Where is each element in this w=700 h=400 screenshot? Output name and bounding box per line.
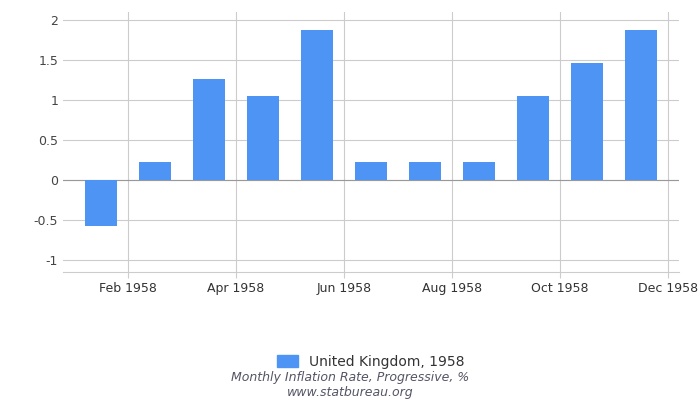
Bar [517, 96, 550, 180]
Bar [301, 30, 333, 180]
Bar [625, 30, 657, 180]
Bar [571, 63, 603, 180]
Bar [355, 162, 387, 180]
Bar [139, 162, 171, 180]
Bar [85, 180, 117, 226]
Bar [463, 162, 496, 180]
Bar [246, 96, 279, 180]
Bar [193, 79, 225, 180]
Text: www.statbureau.org: www.statbureau.org [287, 386, 413, 399]
Bar [409, 162, 441, 180]
Text: Monthly Inflation Rate, Progressive, %: Monthly Inflation Rate, Progressive, % [231, 372, 469, 384]
Legend: United Kingdom, 1958: United Kingdom, 1958 [272, 349, 470, 374]
